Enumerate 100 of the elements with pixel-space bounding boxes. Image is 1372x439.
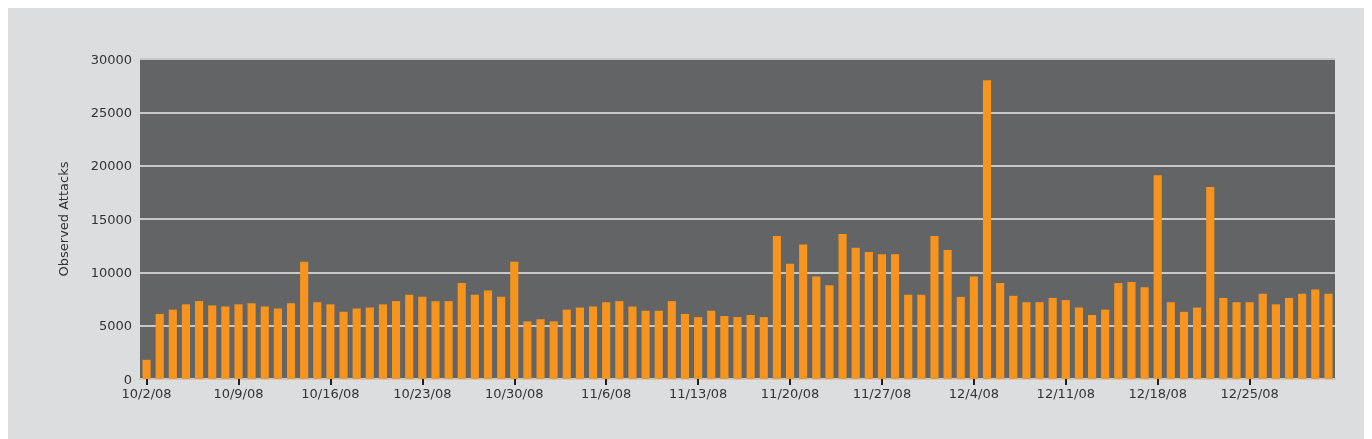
bar bbox=[1140, 287, 1149, 379]
bar bbox=[1127, 281, 1136, 379]
bar bbox=[1022, 302, 1031, 379]
bar bbox=[168, 309, 177, 379]
x-tick-label: 11/27/08 bbox=[852, 386, 912, 401]
x-tick-label: 12/18/08 bbox=[1128, 386, 1187, 401]
bar bbox=[707, 310, 716, 379]
bar bbox=[1166, 302, 1175, 379]
bar bbox=[943, 249, 952, 379]
bar bbox=[641, 310, 650, 379]
bar bbox=[720, 316, 729, 379]
bar bbox=[155, 313, 164, 379]
bar bbox=[759, 317, 768, 379]
bar bbox=[956, 296, 965, 379]
bar bbox=[1311, 289, 1320, 379]
bar bbox=[313, 302, 322, 379]
bar bbox=[838, 233, 847, 379]
y-tick-label: 10000 bbox=[90, 264, 132, 280]
bar bbox=[549, 321, 558, 379]
bar bbox=[1284, 297, 1294, 379]
x-tick-label: 11/13/08 bbox=[668, 386, 728, 401]
x-tick-label: 10/23/08 bbox=[393, 386, 452, 401]
bar bbox=[1219, 297, 1228, 379]
y-tick-label: 0 bbox=[123, 371, 132, 387]
bar bbox=[996, 283, 1005, 379]
y-tick-label: 25000 bbox=[90, 104, 132, 120]
x-tick-label: 10/9/08 bbox=[213, 386, 264, 401]
bar bbox=[562, 309, 571, 379]
bar bbox=[221, 306, 230, 379]
bar bbox=[746, 315, 755, 379]
bar bbox=[969, 276, 978, 379]
bar bbox=[247, 303, 256, 379]
bar bbox=[1324, 293, 1333, 379]
bar bbox=[339, 311, 348, 379]
bar bbox=[483, 290, 493, 379]
bar bbox=[1193, 307, 1202, 379]
bar bbox=[234, 304, 243, 379]
bar bbox=[418, 296, 427, 379]
bar bbox=[1087, 315, 1097, 379]
bar bbox=[260, 306, 269, 379]
bar bbox=[799, 244, 808, 379]
bar bbox=[142, 359, 151, 379]
x-tick-label: 12/4/08 bbox=[948, 386, 999, 401]
bar bbox=[1074, 307, 1083, 379]
bar bbox=[812, 276, 821, 379]
x-tick-label: 10/2/08 bbox=[121, 386, 172, 401]
bar bbox=[772, 236, 781, 379]
bar bbox=[1101, 309, 1110, 379]
bar bbox=[457, 283, 466, 379]
bar bbox=[667, 301, 676, 379]
y-tick-label: 30000 bbox=[90, 51, 132, 67]
y-tick-label: 20000 bbox=[90, 158, 132, 174]
bar bbox=[917, 294, 926, 379]
bar bbox=[1258, 293, 1267, 379]
bar bbox=[523, 321, 532, 379]
bar bbox=[1009, 295, 1018, 379]
bar bbox=[536, 319, 545, 379]
bar bbox=[1271, 304, 1280, 379]
bar bbox=[694, 317, 703, 379]
bar bbox=[575, 307, 584, 379]
bar bbox=[444, 301, 453, 379]
bar bbox=[1206, 187, 1215, 379]
bar bbox=[877, 254, 887, 379]
bar bbox=[286, 303, 296, 379]
bar bbox=[615, 301, 624, 379]
y-axis-title: Observed Attacks bbox=[56, 161, 71, 277]
bar bbox=[654, 310, 663, 379]
x-tick-label: 11/20/08 bbox=[760, 386, 820, 401]
bar bbox=[326, 304, 335, 379]
bar bbox=[680, 313, 690, 379]
bar bbox=[1245, 302, 1254, 379]
x-tick-label: 10/30/08 bbox=[485, 386, 544, 401]
bar bbox=[825, 285, 834, 379]
x-tick-label: 12/11/08 bbox=[1036, 386, 1095, 401]
bar bbox=[785, 263, 795, 379]
bar bbox=[982, 80, 992, 379]
bar bbox=[365, 307, 374, 379]
bar bbox=[602, 302, 611, 379]
bar bbox=[588, 306, 598, 379]
bar bbox=[904, 294, 913, 379]
x-tick-label: 10/16/08 bbox=[301, 386, 360, 401]
bar bbox=[510, 261, 519, 379]
bar bbox=[352, 308, 361, 379]
bar bbox=[851, 247, 860, 379]
x-tick-label: 12/25/08 bbox=[1220, 386, 1279, 401]
y-tick-label: 15000 bbox=[90, 211, 132, 227]
bar bbox=[273, 308, 282, 379]
bar bbox=[628, 306, 637, 379]
bar bbox=[405, 294, 414, 379]
bar bbox=[300, 261, 309, 379]
bar bbox=[1232, 302, 1241, 379]
bar bbox=[431, 301, 440, 379]
bar bbox=[1298, 293, 1307, 379]
bar bbox=[891, 254, 900, 379]
bar bbox=[1179, 311, 1189, 379]
bar bbox=[497, 296, 506, 379]
bar bbox=[378, 304, 388, 379]
bar bbox=[392, 301, 401, 379]
bar bbox=[470, 294, 479, 379]
bar bbox=[1114, 283, 1123, 379]
